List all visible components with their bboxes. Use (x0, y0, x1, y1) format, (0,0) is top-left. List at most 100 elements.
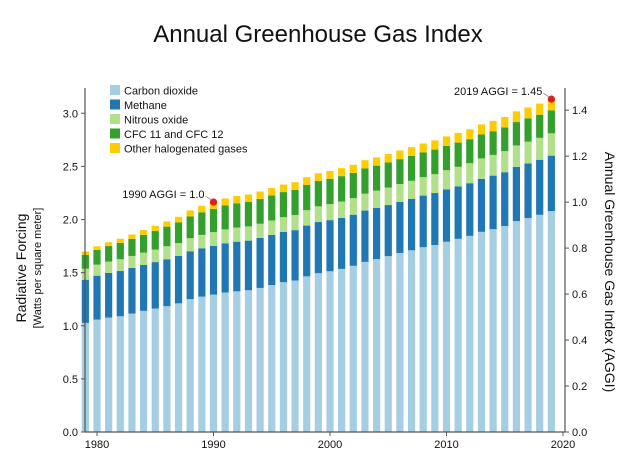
bar-2017-series-2 (524, 141, 532, 164)
bar-1984-series-0 (140, 310, 148, 432)
axes-group: 0.0 0.5 1.0 1.5 2.0 2.5 3.0 0.0 0.2 0.4 0.6 0.8 1.0 1… (63, 88, 587, 451)
y-tick-label: 0.0 (63, 427, 78, 439)
bar-1991-series-0 (221, 292, 229, 432)
bar-2011-series-4 (454, 132, 462, 143)
bar-2002-series-2 (349, 198, 357, 215)
bar-1994-series-2 (256, 223, 264, 238)
bar-1990-series-1 (209, 245, 218, 295)
bar-2014-series-3 (489, 131, 497, 155)
bar-2003-series-4 (361, 160, 369, 169)
aggi-marker-2019 (547, 95, 555, 103)
bar-1997-series-4 (291, 182, 299, 190)
bar-1981-series-3 (105, 246, 113, 262)
bar-2006-series-1 (396, 201, 404, 253)
bar-1987-series-2 (174, 243, 183, 256)
bar-1985-series-0 (151, 308, 159, 432)
bar-1986-series-1 (163, 259, 171, 307)
bar-2008-series-0 (419, 247, 427, 432)
bar-2000-series-2 (326, 204, 334, 221)
bar-2019-series-0 (547, 211, 555, 432)
bar-1997-series-2 (291, 215, 299, 231)
bar-2001-series-2 (338, 201, 346, 218)
bar-2013-series-0 (477, 231, 486, 432)
bar-2009-series-2 (431, 174, 439, 194)
bar-1999-series-3 (314, 181, 322, 207)
bar-2007-series-2 (407, 180, 416, 199)
annotation-leader (543, 92, 550, 98)
bar-2011-series-0 (454, 238, 462, 432)
bar-1989-series-0 (198, 296, 206, 432)
bar-2018-series-3 (536, 114, 544, 138)
bar-1992-series-1 (233, 241, 241, 292)
bar-1993-series-1 (244, 240, 253, 291)
bar-1983-series-0 (128, 313, 136, 432)
bar-2000-series-3 (326, 178, 334, 205)
legend-label: CFC 11 and CFC 12 (124, 129, 223, 141)
bar-2004-series-0 (373, 259, 381, 432)
y2-tick-label: 1.2 (572, 151, 587, 163)
bar-2000-series-4 (326, 170, 334, 179)
legend-label: Nitrous oxide (124, 115, 188, 127)
bar-2017-series-1 (524, 163, 532, 219)
bar-2003-series-2 (361, 193, 369, 211)
legend-swatch (110, 99, 120, 110)
y2-tick-label: 0.0 (572, 427, 587, 439)
bar-2014-series-1 (489, 175, 497, 230)
bar-2001-series-0 (338, 268, 346, 432)
bar-2003-series-3 (361, 168, 369, 194)
bar-1998-series-3 (303, 184, 311, 211)
bar-1987-series-4 (174, 216, 183, 223)
bar-1984-series-2 (140, 252, 148, 265)
y-axis-sublabel: [Watts per square meter] (32, 208, 44, 329)
x-tick-label: 2020 (551, 439, 575, 451)
bar-2018-series-1 (536, 159, 544, 215)
bar-1991-series-4 (221, 198, 229, 206)
bar-1992-series-4 (233, 196, 241, 204)
bar-2007-series-4 (407, 147, 416, 156)
bar-1981-series-0 (105, 317, 113, 432)
bar-2008-series-3 (419, 152, 427, 178)
bar-2008-series-1 (419, 195, 427, 248)
bar-2019-series-1 (547, 155, 555, 212)
bar-2001-series-1 (338, 217, 346, 269)
y2-tick-label: 0.8 (572, 243, 587, 255)
bar-1982-series-0 (116, 316, 124, 432)
bar-2011-series-1 (454, 186, 462, 239)
legend-swatch (110, 85, 120, 95)
bar-1999-series-2 (314, 206, 322, 223)
bar-1981-series-2 (105, 261, 113, 273)
bar-2012-series-2 (466, 163, 474, 184)
bar-2002-series-4 (349, 164, 357, 173)
legend-swatch (110, 128, 120, 139)
x-tick-label: 2010 (434, 439, 458, 451)
bar-1981-series-1 (105, 272, 113, 318)
y-tick-label: 0.5 (63, 374, 78, 386)
bar-2013-series-4 (477, 124, 486, 135)
legend-label: Other halogenated gases (124, 144, 248, 156)
bar-1989-series-4 (198, 205, 206, 213)
bar-2009-series-1 (431, 193, 439, 245)
y2-tick-label: 1.4 (572, 105, 587, 117)
bar-1984-series-4 (140, 230, 148, 235)
legend-swatch (110, 143, 120, 153)
bar-1996-series-2 (279, 217, 287, 232)
bar-2013-series-1 (477, 178, 486, 232)
y-tick-label: 2.5 (63, 161, 78, 173)
bar-2014-series-0 (489, 229, 497, 432)
bar-2019-series-4 (547, 99, 555, 111)
bar-1993-series-3 (244, 201, 253, 227)
bar-2005-series-2 (384, 187, 392, 206)
bar-2008-series-4 (419, 143, 427, 153)
bar-1992-series-0 (233, 291, 241, 432)
bar-2018-series-2 (536, 137, 544, 160)
bar-1987-series-0 (174, 303, 183, 432)
bar-1999-series-0 (314, 273, 322, 432)
bar-2011-series-3 (454, 142, 462, 167)
bar-1987-series-3 (174, 222, 183, 244)
bar-1994-series-0 (256, 287, 264, 432)
bar-1997-series-1 (291, 230, 299, 281)
aggi-annotation-2019: 2019 AGGI = 1.45 (454, 86, 542, 98)
bar-2019-series-3 (547, 110, 555, 134)
bar-2017-series-0 (524, 218, 532, 432)
